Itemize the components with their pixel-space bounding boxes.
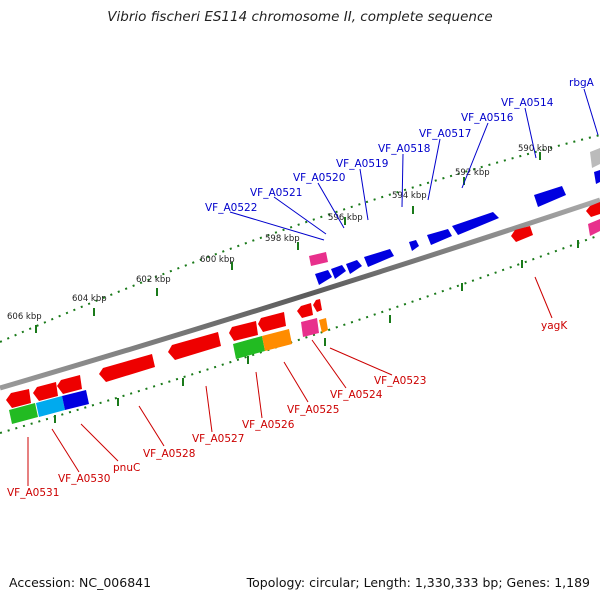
kbp-label: 606 kbp — [7, 312, 42, 322]
gene-label-bottom[interactable]: VF_A0523 — [374, 375, 426, 387]
kbp-label: 604 kbp — [72, 294, 107, 304]
gene-label-bottom[interactable]: VF_A0531 — [7, 487, 59, 499]
gene-feature[interactable] — [262, 329, 292, 351]
gene-feature[interactable] — [346, 260, 362, 274]
topology-summary: Topology: circular; Length: 1,330,333 bp… — [246, 575, 590, 590]
gene-feature[interactable] — [313, 299, 322, 312]
kbp-label: 594 kbp — [392, 191, 427, 201]
gene-feature[interactable] — [364, 249, 394, 267]
gene-feature[interactable] — [319, 318, 328, 333]
gene-label-top[interactable]: VF_A0520 — [293, 172, 345, 184]
gene-label-bottom[interactable]: VF_A0526 — [242, 419, 295, 431]
gene-label-top[interactable]: VF_A0519 — [336, 158, 388, 170]
gene-feature[interactable] — [331, 265, 346, 279]
inner-ruler — [0, 234, 600, 434]
gene-label-top[interactable]: VF_A0514 — [501, 97, 554, 109]
gene-feature[interactable] — [534, 186, 566, 207]
gene-label-top[interactable]: VF_A0522 — [205, 202, 257, 214]
gene-label-top[interactable]: VF_A0521 — [250, 187, 302, 199]
top-leader-lines — [229, 88, 599, 241]
gene-feature[interactable] — [309, 252, 328, 266]
gene-label-top[interactable]: VF_A0518 — [378, 143, 430, 155]
gene-feature[interactable] — [33, 382, 58, 401]
gene-label-top[interactable]: VF_A0517 — [419, 128, 471, 140]
gene-feature[interactable] — [590, 148, 600, 168]
kbp-label: 600 kbp — [200, 255, 235, 265]
kbp-label: 592 kbp — [455, 168, 490, 178]
gene-feature[interactable] — [9, 403, 38, 424]
outer-ruler — [0, 134, 600, 343]
gene-feature[interactable] — [588, 219, 600, 236]
gene-feature[interactable] — [409, 240, 419, 251]
gene-label-bottom[interactable]: VF_A0524 — [330, 389, 383, 401]
gene-feature[interactable] — [594, 170, 600, 184]
gene-feature[interactable] — [229, 321, 258, 341]
gene-feature[interactable] — [301, 318, 319, 337]
reverse-strand-features — [6, 202, 600, 424]
map-title: Vibrio fischeri ES114 chromosome II, com… — [107, 9, 493, 25]
gene-feature[interactable] — [233, 336, 265, 359]
gene-feature[interactable] — [315, 270, 332, 285]
gene-feature[interactable] — [62, 390, 89, 410]
kbp-label: 590 kbp — [518, 144, 553, 154]
gene-label-bottom[interactable]: yagK — [541, 320, 568, 332]
bottom-leader-lines — [27, 276, 553, 486]
gene-label-top[interactable]: rbgA — [569, 77, 595, 89]
gene-feature[interactable] — [99, 354, 155, 382]
gene-label-bottom[interactable]: VF_A0528 — [143, 448, 195, 460]
gene-feature[interactable] — [6, 389, 31, 408]
gene-feature[interactable] — [297, 303, 313, 318]
gene-feature[interactable] — [258, 312, 286, 332]
inner-major-ticks — [54, 240, 579, 423]
accession-text: Accession: NC_006841 — [9, 575, 152, 590]
gene-label-top[interactable]: VF_A0516 — [461, 112, 514, 124]
forward-strand-features — [309, 148, 600, 285]
gene-feature[interactable] — [36, 396, 65, 417]
gene-label-bottom[interactable]: VF_A0530 — [58, 473, 110, 485]
kbp-label: 598 kbp — [265, 234, 300, 244]
gene-label-bottom[interactable]: VF_A0527 — [192, 433, 244, 445]
gene-feature[interactable] — [168, 332, 221, 360]
kbp-label: 596 kbp — [328, 213, 363, 223]
gene-feature[interactable] — [57, 375, 82, 394]
gene-feature[interactable] — [452, 212, 499, 235]
gene-feature[interactable] — [427, 229, 452, 245]
chromosome-backbone — [0, 197, 600, 391]
gene-label-bottom[interactable]: VF_A0525 — [287, 404, 339, 416]
gene-label-bottom[interactable]: pnuC — [113, 462, 140, 474]
gene-feature[interactable] — [511, 226, 533, 242]
gene-feature[interactable] — [586, 202, 600, 217]
kbp-label: 602 kbp — [136, 275, 171, 285]
